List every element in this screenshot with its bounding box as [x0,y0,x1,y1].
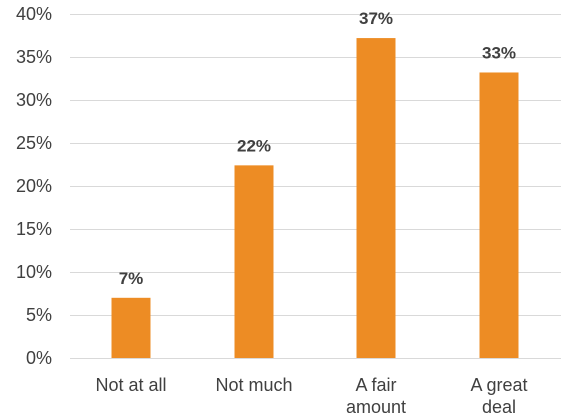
y-tick-label: 30% [16,90,52,110]
bar [234,165,274,358]
x-category-label: Not much [215,375,292,395]
y-tick-label: 40% [16,4,52,24]
data-label: 22% [237,136,271,155]
bars [111,38,519,359]
data-label: 37% [359,9,393,28]
x-axis-category-labels: Not at all Not much A fair amount A great dea… [95,375,527,417]
data-labels: 7% 22% 37% 33% [119,9,516,288]
y-tick-label: 25% [16,133,52,153]
y-tick-label: 5% [26,305,52,325]
x-category-label: Not at all [95,375,166,395]
gridlines [70,14,561,359]
x-category-label: A fair amount [346,375,406,417]
bar [111,297,151,358]
y-tick-label: 20% [16,176,52,196]
bar [356,38,396,359]
y-tick-label: 10% [16,262,52,282]
data-label: 7% [119,269,144,288]
y-tick-label: 35% [16,47,52,67]
x-category-label: A great deal [470,375,527,417]
y-axis-tick-labels: 0% 5% 10% 15% 20% 25% 30% 35% 40% [16,4,52,368]
y-tick-label: 0% [26,348,52,368]
data-label: 33% [482,43,516,62]
bar [479,72,519,358]
y-tick-label: 15% [16,219,52,239]
